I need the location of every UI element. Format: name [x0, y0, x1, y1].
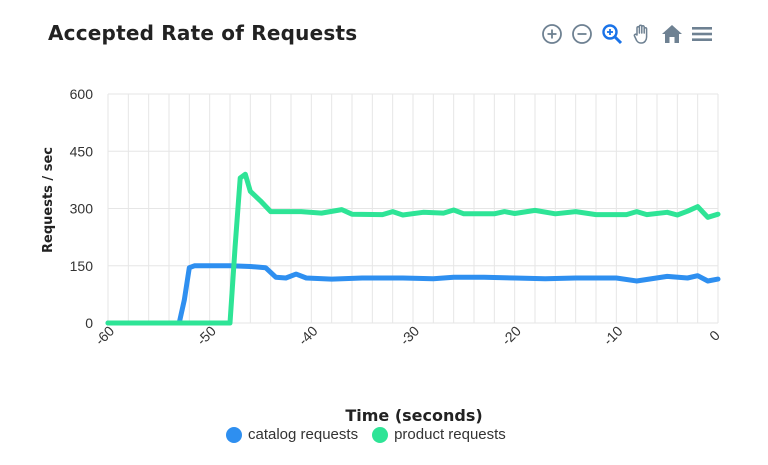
y-tick-labels: 0 150 300 450 600	[70, 86, 94, 331]
series-line-1	[105, 171, 721, 326]
grid-lines	[107, 93, 719, 324]
x-tick-label: -60	[92, 323, 118, 349]
legend: catalog requests product requests	[226, 426, 506, 443]
x-tick-label: -40	[295, 323, 321, 349]
series-line-0	[105, 263, 721, 326]
legend-marker-product	[372, 426, 389, 443]
legend-item-product[interactable]: product requests	[372, 426, 506, 443]
x-tick-labels: -60 -50 -40 -30 -20 -10 0	[92, 323, 723, 349]
x-tick-label: -30	[397, 323, 423, 349]
y-tick-label: 150	[70, 258, 94, 274]
selection-zoom-icon[interactable]	[600, 22, 624, 46]
y-tick-label: 600	[70, 86, 94, 102]
x-tick-label: -10	[600, 323, 626, 349]
legend-marker-catalog	[226, 426, 242, 443]
y-axis-label: Requests / sec	[41, 147, 56, 253]
series-lines	[105, 171, 721, 326]
chart-title: Accepted Rate of Requests	[48, 21, 358, 45]
y-tick-label: 0	[85, 315, 93, 331]
zoom-in-icon[interactable]	[540, 22, 564, 46]
zoom-out-icon[interactable]	[570, 22, 594, 46]
x-axis-label: Time (seconds)	[345, 406, 483, 425]
x-tick-label: 0	[706, 327, 723, 344]
x-tick-label: -20	[498, 323, 524, 349]
pan-hand-icon[interactable]	[630, 22, 654, 46]
y-tick-label: 450	[70, 143, 94, 159]
y-tick-label: 300	[70, 201, 94, 217]
home-icon[interactable]	[660, 22, 684, 46]
x-tick-label: -50	[193, 323, 219, 349]
legend-item-catalog[interactable]: catalog requests	[226, 426, 358, 443]
legend-label-product: product requests	[394, 426, 506, 443]
menu-icon[interactable]	[690, 22, 714, 46]
chart-toolbar	[540, 22, 714, 46]
legend-label-catalog: catalog requests	[248, 426, 359, 443]
